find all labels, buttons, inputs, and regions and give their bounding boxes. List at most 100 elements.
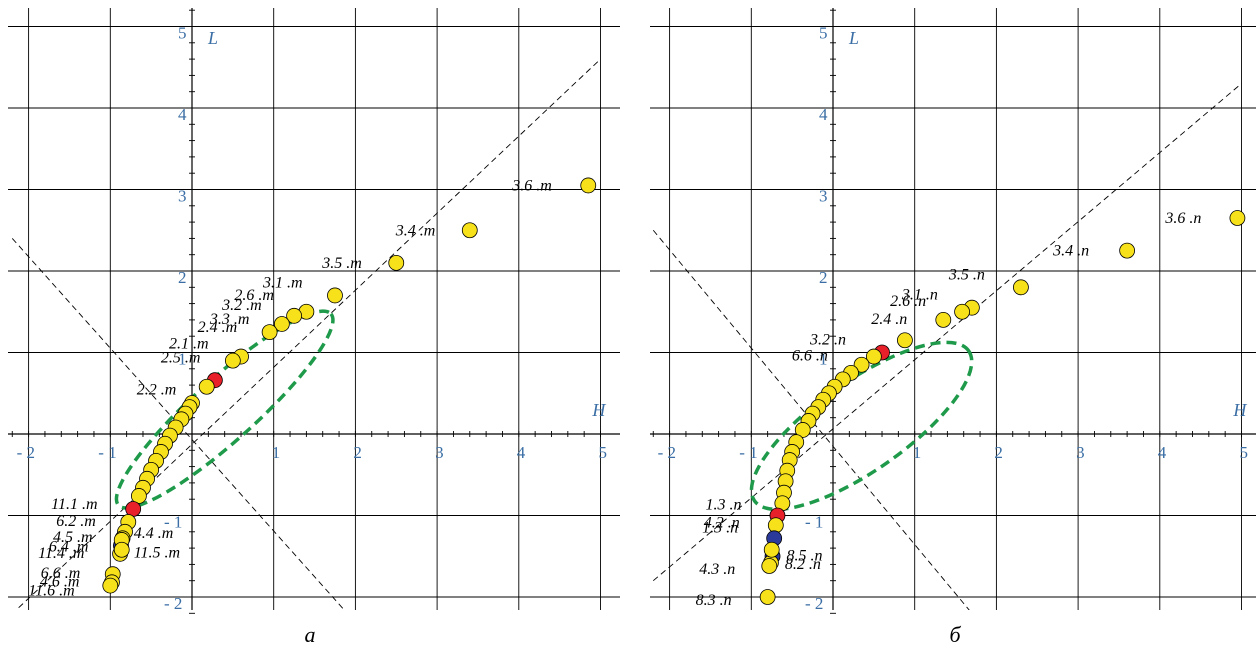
data-point (113, 541, 130, 558)
point-label: 3.2 .m (221, 297, 262, 314)
data-point (461, 222, 478, 239)
point-label: 3.6 .n (1164, 210, 1201, 227)
panel-a: - 2 - 1 1 2 3 4 5 5 4 3 2 1 - 1 - 2 H L 3.6 .m 3.4 .m 3.5 … (8, 8, 620, 647)
grid (650, 8, 1256, 610)
data-point (896, 332, 913, 349)
point-label: 2.4 .m (198, 319, 238, 336)
point-label: 8.5 .n (787, 547, 823, 564)
y-tick-label: - 1 (805, 513, 823, 532)
data-point (954, 303, 970, 320)
x-tick-label: 5 (599, 443, 608, 462)
panel-caption: а (305, 622, 316, 647)
data-point (198, 378, 215, 395)
point-label: 11.4 .m (38, 545, 84, 562)
y-tick-label: - 1 (164, 513, 182, 532)
data-point (935, 311, 952, 328)
point-label: 6.2 .m (56, 513, 96, 530)
x-tick-label: 4 (517, 443, 526, 462)
x-tick-label: 5 (1240, 443, 1249, 462)
point-label: 3.4 .n (1052, 243, 1089, 260)
reference-line (652, 229, 970, 610)
y-tick-label: - 2 (164, 594, 182, 613)
x-tick-label: 4 (1158, 443, 1167, 462)
data-point (261, 324, 278, 341)
x-tick-label: 3 (1076, 443, 1085, 462)
y-axis-label: L (207, 28, 218, 48)
y-tick-label: 4 (819, 105, 828, 124)
point-label: 1.3 .n (705, 497, 741, 514)
point-label: 8.3 .n (696, 592, 732, 609)
point-label: 1.3 .n (702, 519, 738, 536)
y-tick-label: 5 (819, 24, 828, 43)
point-label: 11.1 .m (51, 496, 97, 513)
point-label: 2.2 .m (137, 382, 177, 399)
x-axis-label: H (591, 400, 606, 420)
x-tick-label: - 2 (17, 443, 35, 462)
data-point (1013, 279, 1029, 296)
panel-b: - 2 - 1 1 2 3 4 5 5 4 3 2 1 - 1 - 2 H L 3.6 .n 3.4 .n 3.5 … (650, 8, 1256, 647)
point-label: 6.6 .m (41, 565, 81, 582)
y-tick-label: 4 (178, 105, 187, 124)
y-axis-label: L (848, 28, 859, 48)
reference-line (652, 83, 1242, 582)
point-label: 11.6 .m (28, 583, 74, 600)
reference-line (15, 58, 601, 610)
y-tick-label: 2 (819, 268, 828, 287)
x-tick-label: - 1 (739, 443, 757, 462)
point-label: 3.1 .n (901, 287, 938, 304)
data-point (224, 352, 241, 369)
y-tick-label: 1 (178, 350, 187, 369)
point-label: 2.6 .m (234, 287, 274, 304)
x-tick-label: 1 (272, 443, 281, 462)
point-label: 2.4 .n (871, 311, 907, 328)
y-tick-label: 5 (178, 24, 187, 43)
x-tick-label: 2 (994, 443, 1003, 462)
y-tick-label: 3 (819, 187, 828, 206)
point-label: 4.4 .m (134, 525, 174, 542)
point-label: 6.6 .n (792, 348, 828, 365)
panel-caption: б (949, 622, 961, 647)
data-point (327, 287, 343, 304)
y-tick-label: 3 (178, 187, 187, 206)
point-label: 3.5 .m (321, 255, 362, 272)
confidence-ellipse (749, 340, 974, 512)
x-tick-label: 3 (435, 443, 444, 462)
data-point (388, 254, 405, 271)
x-tick-label: 2 (353, 443, 362, 462)
data-point (273, 316, 290, 332)
point-label: 3.2 .n (809, 332, 846, 349)
point-label: 4.5 .m (53, 529, 93, 546)
x-tick-label: - 1 (98, 443, 116, 462)
data-point (853, 356, 870, 373)
data-point (580, 177, 597, 194)
y-tick-label: 1 (819, 350, 828, 369)
point-label: 3.6 .m (511, 177, 552, 194)
point-label: 11.5 .m (134, 545, 180, 562)
point-label: 4.3 .n (699, 561, 735, 578)
data-point (794, 422, 811, 438)
data-point (763, 541, 780, 558)
point-label: 3.5 .n (948, 266, 985, 283)
y-tick-label: 2 (178, 268, 187, 287)
point-label: 4.6 .m (40, 573, 80, 590)
point-label: 4.2 .n (704, 514, 740, 531)
data-point (102, 577, 119, 594)
data-point (1229, 210, 1246, 226)
point-label: 3.4 .m (395, 222, 436, 239)
y-tick-label: - 2 (805, 594, 823, 613)
data-point (130, 488, 147, 504)
point-label: 3.3 .m (209, 311, 250, 328)
point-label: 2.1 .m (169, 336, 209, 353)
data-point (1119, 242, 1136, 259)
point-label: 6.4 .m (49, 539, 89, 556)
x-tick-label: - 2 (658, 443, 676, 462)
point-label: 8.2 .n (785, 556, 821, 573)
data-point (286, 307, 303, 324)
point-label: 3.1 .m (262, 274, 303, 291)
data-point (865, 348, 882, 365)
data-point (759, 589, 776, 605)
point-label: 2.5 .m (161, 350, 201, 367)
data-point (767, 517, 784, 534)
grid (8, 8, 620, 610)
